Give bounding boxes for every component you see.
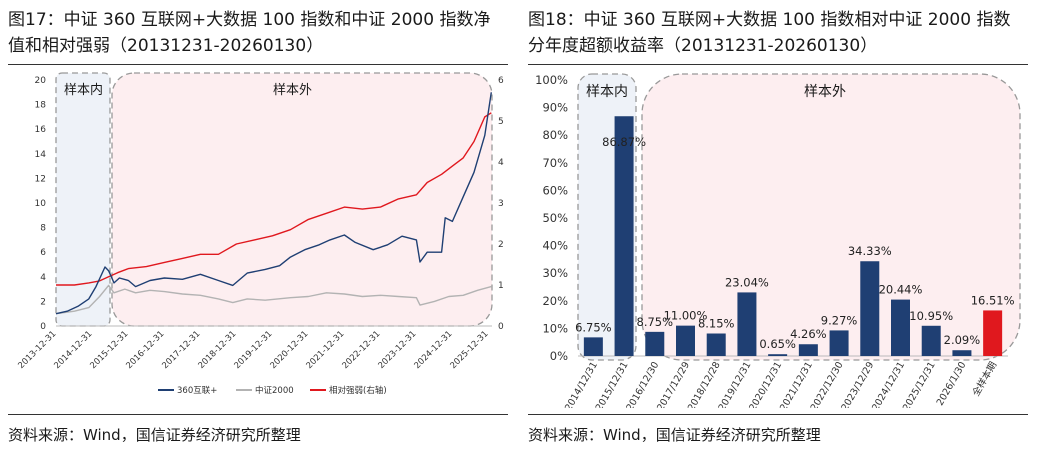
bar-x-tick: 2026/1/30	[935, 360, 969, 408]
left-region-out-label: 样本外	[273, 83, 312, 98]
bar-y-tick: 90%	[542, 101, 568, 115]
bar-x-tick: 2025/12/31	[901, 360, 938, 408]
bar-x-tick: 2020/12/31	[747, 360, 784, 408]
bar-x-tick: 2015/12/31	[594, 360, 631, 408]
right-title-rule	[528, 64, 1028, 65]
bar-y-tick: 30%	[542, 266, 568, 280]
right-title-line1: 图18：中证 360 互联网+大数据 100 指数相对中证 2000 指数	[528, 10, 1011, 30]
left-region-in-label: 样本内	[64, 82, 103, 98]
bar	[952, 350, 972, 356]
right-region-in-label: 样本内	[586, 84, 628, 100]
left-source-rule	[8, 414, 508, 415]
bar	[583, 337, 603, 356]
bar-value-label: 6.75%	[575, 320, 612, 334]
right-y-tick: 4	[498, 158, 504, 168]
bar-y-tick: 60%	[542, 183, 568, 197]
bar-value-label: 9.27%	[821, 313, 858, 327]
left-y-tick: 10	[35, 199, 47, 209]
left-source: 资料来源：Wind，国信证券经济研究所整理	[8, 426, 301, 444]
right-y-tick: 5	[498, 117, 504, 127]
bar	[829, 330, 849, 356]
bar-x-tick: 2021/12/31	[778, 360, 815, 408]
bar-y-tick: 10%	[542, 321, 568, 335]
left-x-tick: 2025-12-31	[449, 329, 491, 371]
left-title-rule	[8, 64, 508, 65]
right-source-rule	[528, 414, 1028, 415]
bar-x-tick: 2017/12/29	[655, 360, 692, 408]
bar-x-tick: 2024/12/31	[870, 360, 907, 408]
bar-x-tick: 2018/12/28	[686, 360, 723, 408]
bar-value-label: 8.75%	[637, 315, 674, 329]
left-y-tick: 4	[40, 273, 46, 283]
bar	[676, 325, 695, 356]
bar-value-label: 23.04%	[725, 275, 769, 289]
bar-value-label: 86.87%	[602, 135, 646, 149]
legend-label-1: 360互联+	[177, 386, 217, 396]
out-sample-region	[111, 72, 493, 327]
right-bar-chart: 样本内 样本外 0% 10% 20% 30% 40% 50% 60% 70% 80% 90% 100…	[535, 73, 1021, 408]
bar-value-label: 2.09%	[944, 333, 981, 347]
bar-y-tick: 100%	[535, 73, 568, 87]
bar-value-label: 4.26%	[790, 327, 827, 341]
legend-label-3: 相对强弱(右轴)	[329, 385, 387, 396]
bar-value-label: 11.00%	[664, 309, 708, 323]
bar-x-tick: 2019/12/31	[717, 360, 754, 408]
out-sample-region	[641, 73, 1021, 361]
bar-y-tick: 50%	[542, 211, 568, 225]
bar	[706, 333, 726, 356]
bar-x-tick: 2016/12/30	[624, 360, 661, 408]
right-y-tick: 3	[498, 199, 504, 209]
right-y-tick: 6	[498, 76, 504, 86]
series-line-1	[55, 92, 492, 315]
in-sample-region	[55, 72, 111, 327]
right-y-tick: 2	[498, 240, 504, 250]
bar	[860, 261, 880, 356]
left-y-tick: 0	[40, 322, 46, 332]
bar-y-tick: 70%	[542, 156, 568, 170]
bar-x-tick: 2014/12/31	[563, 360, 600, 408]
right-y-tick: 1	[498, 281, 504, 291]
bar-y-tick: 20%	[542, 294, 568, 308]
right-source: 资料来源：Wind，国信证券经济研究所整理	[528, 426, 821, 444]
legend-label-2: 中证2000	[255, 385, 294, 396]
bar	[768, 354, 788, 356]
bar-value-label: 10.95%	[909, 309, 953, 323]
bar	[921, 325, 941, 356]
bar-value-label: 16.51%	[971, 293, 1015, 307]
bar	[614, 116, 634, 356]
bar-value-label: 8.15%	[698, 317, 735, 331]
left-y-tick: 14	[35, 150, 47, 160]
right-y-tick: 0	[498, 322, 504, 332]
bar	[737, 292, 757, 356]
left-y-tick: 8	[40, 224, 46, 234]
bar-value-label: 34.33%	[848, 244, 892, 258]
bar-x-tick: 2022/12/30	[809, 360, 846, 408]
bar	[983, 310, 1003, 356]
bar	[891, 299, 910, 356]
series-line-2	[55, 284, 492, 315]
bar-y-tick: 0%	[550, 349, 568, 363]
series-line-3	[56, 112, 492, 286]
bar-value-label: 20.44%	[879, 283, 923, 297]
bar-x-tick: 2023/12/29	[839, 360, 876, 408]
bar	[645, 331, 665, 356]
bar-value-label: 0.65%	[759, 337, 796, 351]
left-title-line1: 图17：中证 360 互联网+大数据 100 指数和中证 2000 指数净	[8, 10, 491, 30]
bar-x-tick: 全样本期	[970, 360, 999, 399]
left-y-tick: 20	[35, 76, 47, 86]
left-title-line2: 值和相对强弱（20131231-20260130）	[8, 36, 324, 56]
right-region-out-label: 样本外	[804, 84, 846, 100]
left-y-tick: 2	[40, 297, 46, 307]
bar-y-tick: 40%	[542, 239, 568, 253]
left-y-tick: 16	[35, 125, 47, 135]
bar	[798, 344, 818, 356]
left-y-tick: 6	[40, 248, 46, 258]
left-y-tick: 12	[35, 174, 46, 184]
bar-y-tick: 80%	[542, 128, 568, 142]
left-y-tick: 18	[35, 101, 47, 111]
right-title-line2: 分年度超额收益率（20131231-20260130）	[528, 36, 878, 56]
